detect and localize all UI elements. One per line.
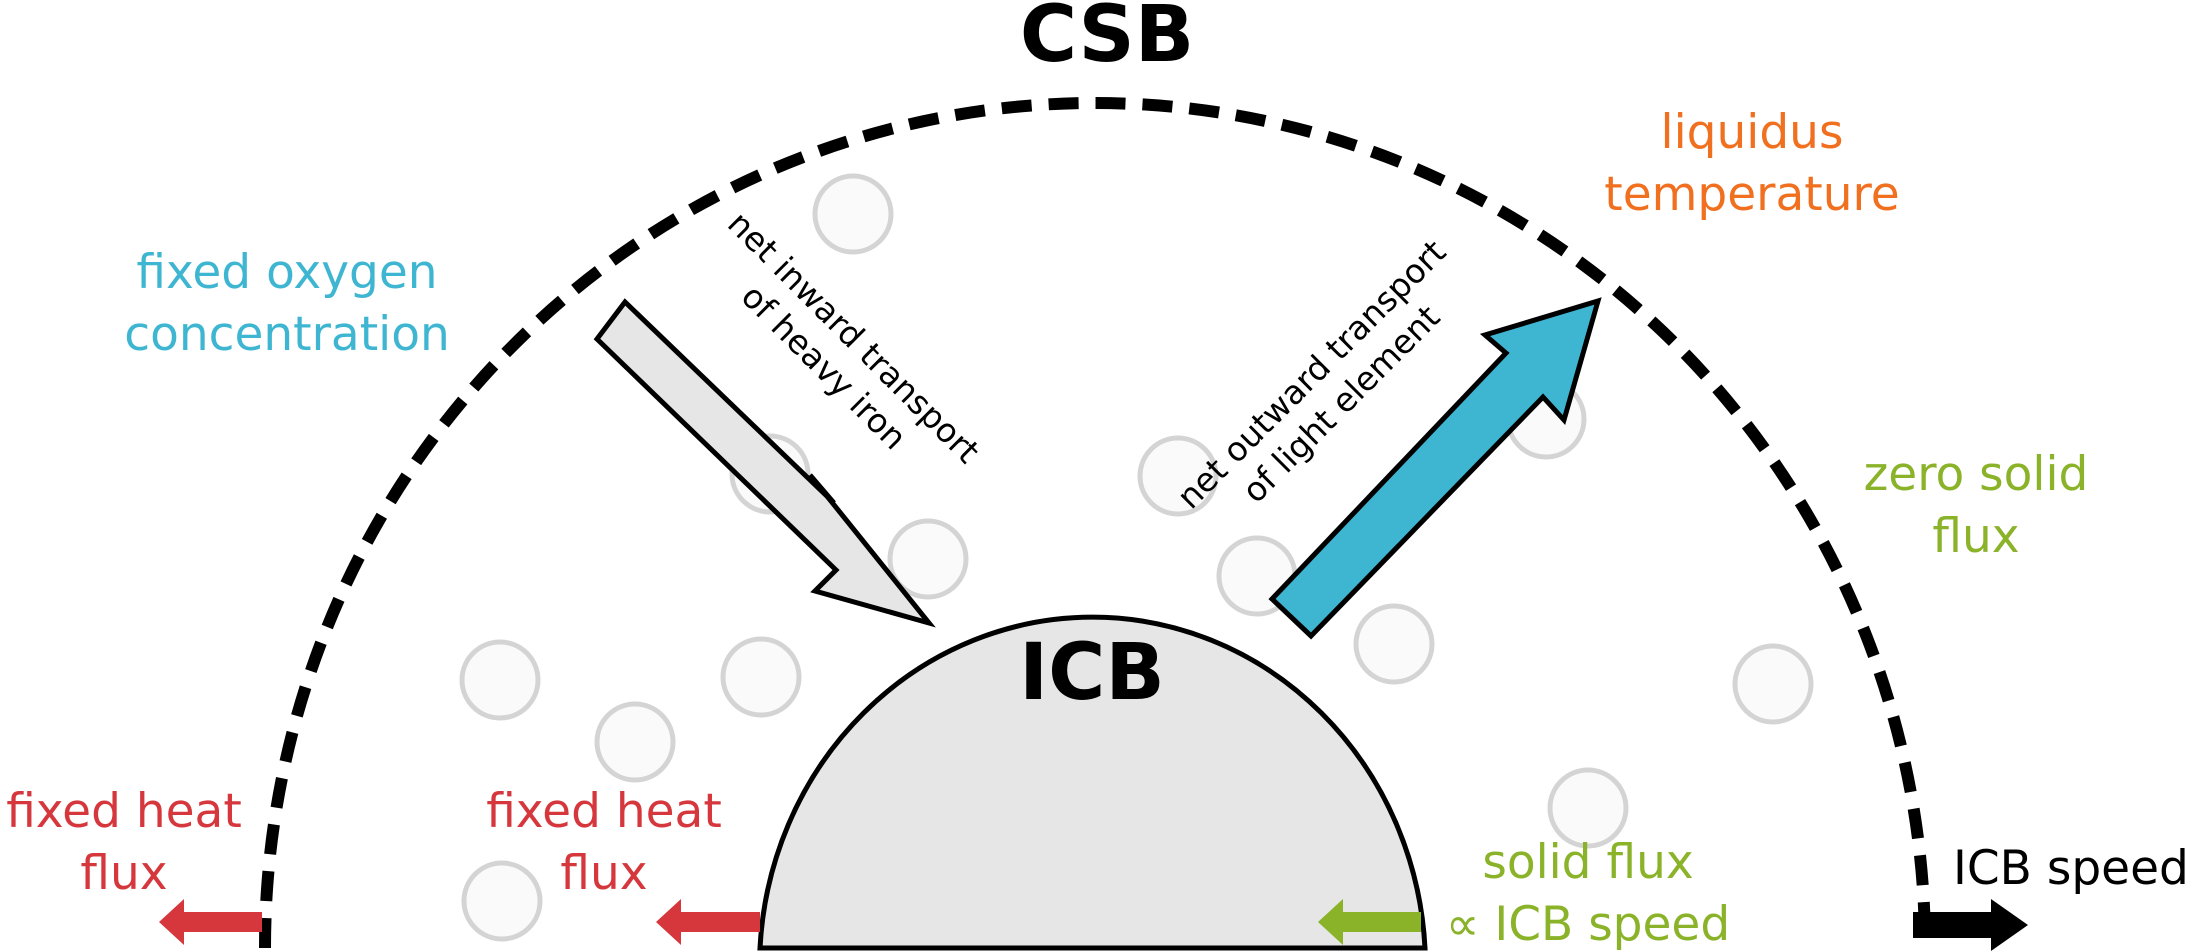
heat-flux-inner-arrow: [656, 899, 760, 945]
heat-flux-inner-line2: flux: [560, 846, 647, 901]
icb-label: ICB: [1019, 628, 1165, 718]
particle: [720, 636, 802, 718]
heat-flux-outer-arrow: [159, 899, 262, 945]
oxygen-label-line2: concentration: [124, 307, 450, 362]
particle: [1547, 767, 1629, 849]
oxygen-label-line1: fixed oxygen: [136, 245, 437, 300]
particle: [1353, 603, 1435, 685]
particle: [812, 173, 894, 255]
inward-transport-arrow: [593, 298, 936, 628]
icb-speed-arrow: [1913, 899, 2028, 951]
inner-core: [757, 614, 1428, 951]
particle: [1137, 435, 1219, 517]
solid-flux-line2: ∝ ICB speed: [1446, 897, 1730, 952]
csb-boundary-arc: [259, 97, 1931, 949]
icb-speed-label: ICB speed: [1953, 841, 2189, 896]
particle: [459, 639, 541, 721]
particle: [594, 701, 676, 783]
heat-flux-outer-line2: flux: [80, 846, 167, 901]
solid-flux-arrow: [1318, 899, 1421, 945]
csb-label: CSB: [1020, 0, 1194, 80]
zero-solid-label-line1: zero solid: [1864, 447, 2089, 502]
outward-transport-arrow-body: [1268, 297, 1602, 640]
liquidus-label-line1: liquidus: [1661, 105, 1844, 160]
zero-solid-label-line2: flux: [1932, 509, 2019, 564]
particle: [887, 518, 969, 600]
particle: [1732, 643, 1814, 725]
heat-flux-outer-line1: fixed heat: [6, 784, 242, 839]
heat-flux-inner-line1: fixed heat: [486, 784, 722, 839]
solid-flux-line1: solid flux: [1482, 835, 1693, 890]
liquidus-label-line2: temperature: [1604, 167, 1899, 222]
particle: [461, 860, 543, 942]
